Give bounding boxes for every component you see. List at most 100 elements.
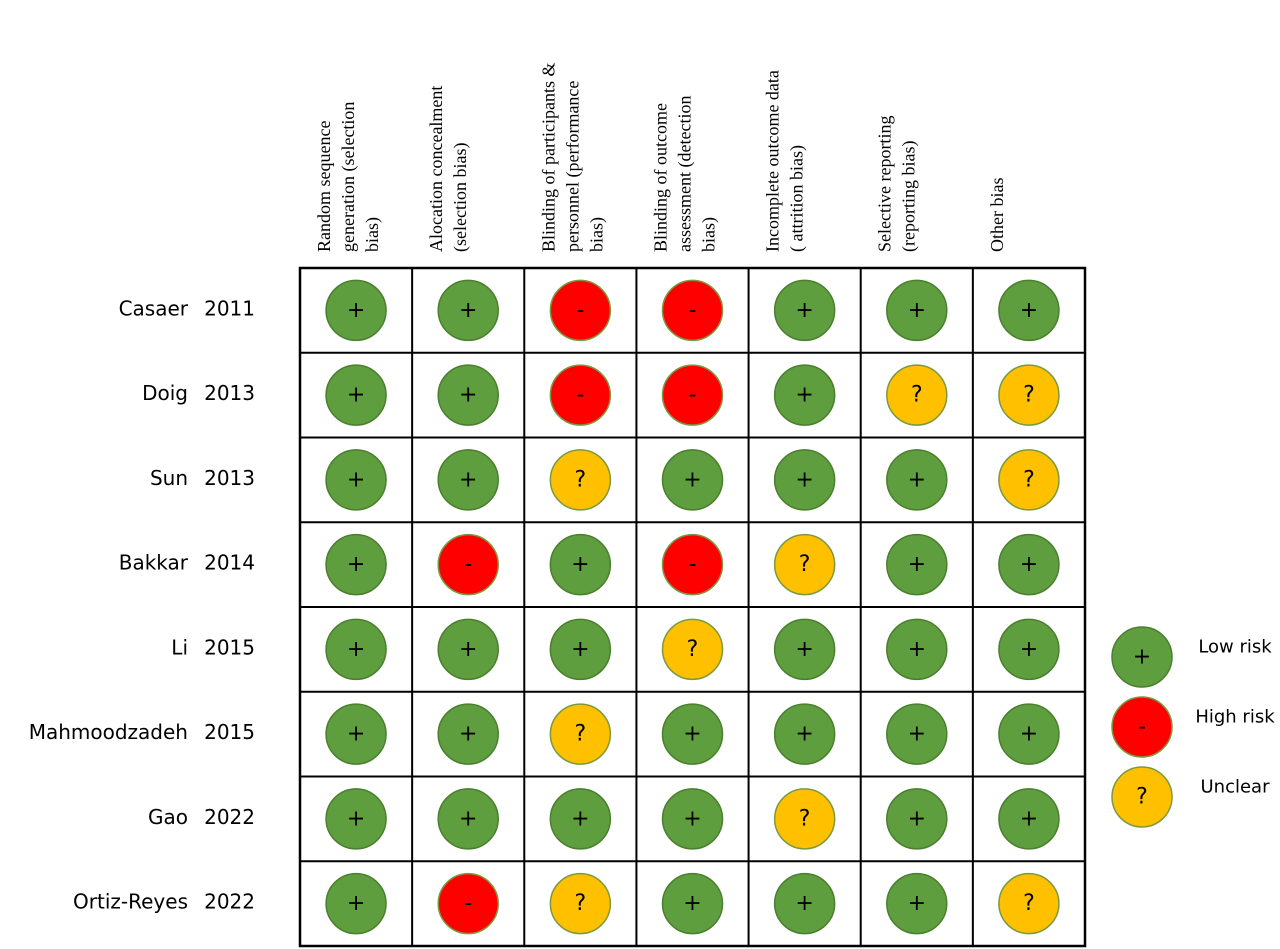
risk-circle: [437, 788, 499, 850]
risk-circle: [325, 703, 387, 765]
risk-circle: [661, 364, 724, 426]
risk-symbol: +: [347, 722, 365, 747]
study-name: Sun: [150, 466, 188, 490]
risk-circle: [549, 618, 612, 681]
legend-circle: [1111, 766, 1173, 828]
risk-symbol: +: [571, 552, 589, 577]
column-header: assessment (detection: [674, 96, 695, 252]
study-name: Casaer: [119, 296, 189, 320]
risk-symbol: +: [908, 722, 926, 747]
risk-symbol: ?: [911, 383, 923, 408]
study-name: Doig: [142, 381, 188, 405]
risk-circle: [661, 279, 724, 342]
legend-label: Unclear: [1201, 777, 1271, 798]
risk-circle: [437, 364, 499, 426]
risk-symbol: +: [347, 891, 365, 916]
risk-circle: [886, 449, 948, 511]
risk-symbol: +: [347, 467, 365, 492]
risk-symbol: -: [689, 383, 697, 408]
study-name: Ortiz-Reyes: [73, 890, 188, 914]
risk-circle: [773, 364, 836, 426]
legend-label: High risk: [1195, 707, 1275, 728]
risk-symbol: +: [459, 383, 477, 408]
risk-symbol: -: [576, 298, 584, 323]
legend-circle: [1111, 626, 1173, 688]
risk-symbol: +: [683, 467, 701, 492]
column-header: bias): [586, 217, 607, 252]
risk-symbol: +: [908, 298, 926, 323]
risk-circle: [437, 618, 499, 681]
legend-label: Low risk: [1198, 637, 1272, 658]
risk-symbol: +: [795, 383, 813, 408]
risk-circle: [437, 449, 499, 511]
risk-symbol: +: [571, 806, 589, 831]
risk-circle: [998, 788, 1060, 850]
risk-symbol: +: [683, 722, 701, 747]
risk-symbol: +: [795, 722, 813, 747]
risk-circle: [325, 279, 387, 342]
risk-circle: [773, 788, 836, 850]
risk-circle: [549, 703, 612, 765]
risk-circle: [437, 703, 499, 765]
risk-symbol: ?: [1023, 467, 1035, 492]
risk-circle: [325, 533, 387, 596]
risk-circle: [886, 279, 948, 342]
risk-circle: [549, 364, 612, 426]
risk-symbol: +: [1020, 552, 1038, 577]
risk-circle: [549, 279, 612, 342]
risk-symbol: +: [1020, 637, 1038, 662]
risk-symbol: ?: [575, 467, 587, 492]
column-header: (reporting bias): [899, 141, 920, 252]
risk-circle: [437, 279, 499, 342]
risk-circle: [998, 618, 1060, 681]
column-header: Random sequence: [314, 121, 334, 252]
legend-symbol: -: [1138, 715, 1146, 740]
risk-symbol: +: [347, 806, 365, 831]
risk-circle: [773, 279, 836, 342]
risk-symbol: +: [683, 806, 701, 831]
risk-symbol: ?: [1023, 383, 1035, 408]
legend-circle: [1111, 696, 1173, 758]
risk-symbol: +: [795, 891, 813, 916]
risk-circle: [886, 364, 948, 426]
risk-circle: [886, 872, 948, 935]
risk-circle: [661, 872, 724, 935]
risk-circle: [437, 533, 499, 596]
study-year: 2011: [204, 296, 255, 320]
column-header: bias): [362, 217, 383, 252]
study-year: 2013: [204, 466, 255, 490]
risk-symbol: -: [689, 298, 697, 323]
risk-symbol: ?: [799, 806, 811, 831]
risk-circle: [773, 449, 836, 511]
risk-circle: [773, 872, 836, 935]
risk-circle: [998, 449, 1060, 511]
column-header: Incomplete outcome data: [763, 70, 783, 252]
legend-symbol: +: [1133, 645, 1151, 670]
study-year: 2014: [204, 551, 255, 575]
risk-symbol: ?: [575, 722, 587, 747]
risk-symbol: +: [347, 298, 365, 323]
risk-symbol: ?: [687, 637, 699, 662]
risk-circle: [661, 533, 724, 596]
risk-symbol: +: [795, 467, 813, 492]
risk-circle: [325, 788, 387, 850]
legend-symbol: ?: [1136, 785, 1148, 810]
study-name: Mahmoodzadeh: [29, 720, 188, 744]
risk-circle: [549, 788, 612, 850]
risk-symbol: +: [347, 552, 365, 577]
risk-symbol: ?: [575, 891, 587, 916]
risk-symbol: ?: [799, 552, 811, 577]
risk-circle: [886, 618, 948, 681]
risk-symbol: -: [464, 552, 472, 577]
study-year: 2015: [204, 635, 255, 659]
risk-symbol: +: [795, 298, 813, 323]
risk-symbol: +: [1020, 298, 1038, 323]
column-header: personnel (performance: [562, 81, 583, 252]
column-header: (selection bias): [450, 143, 471, 252]
column-header: Selective reporting: [875, 116, 895, 252]
study-year: 2022: [204, 890, 255, 914]
risk-circle: [886, 533, 948, 596]
risk-circle: [886, 703, 948, 765]
risk-circle: [998, 872, 1060, 935]
